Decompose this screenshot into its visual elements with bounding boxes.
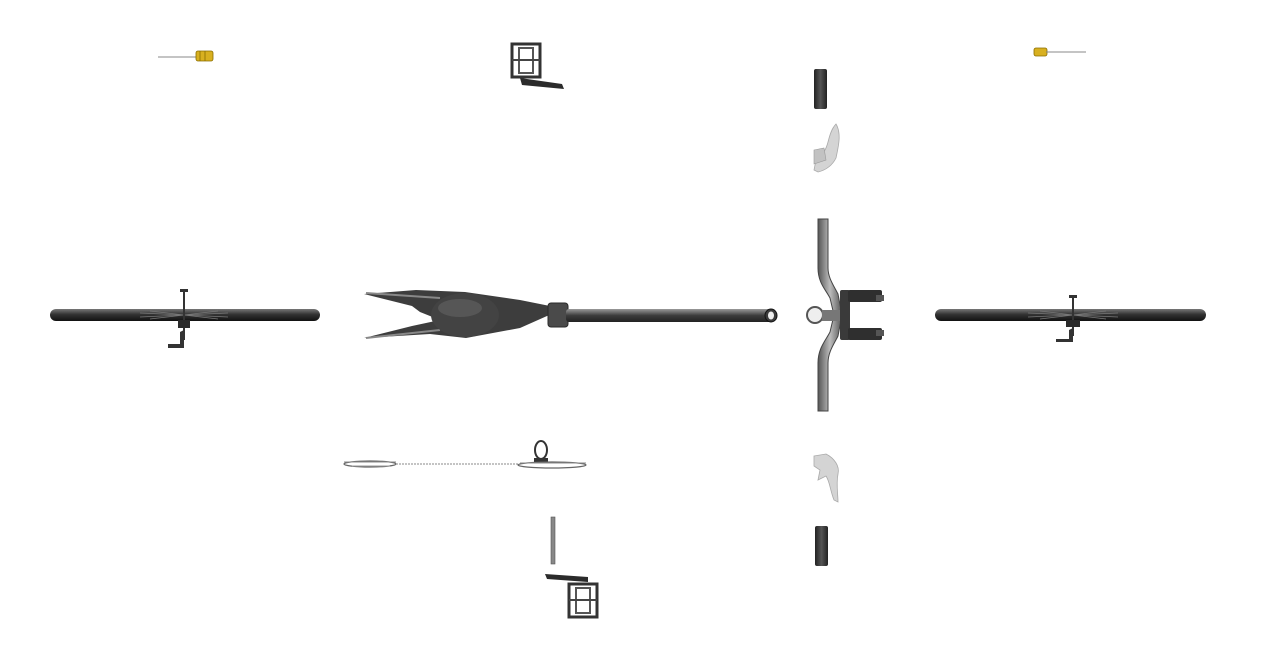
grip-left [814,69,827,109]
seatpost [550,516,556,565]
valve-rear [1033,47,1086,57]
handlebar [806,218,884,412]
frame [364,290,778,339]
chain [343,440,587,469]
rear-wheel [935,295,1206,342]
brake-lever-left [813,123,840,173]
pedal-right [545,574,599,619]
brake-lever-right [813,453,839,503]
valve-front [158,50,214,62]
grip-right [815,526,828,566]
front-wheel [50,289,320,348]
pedal-left [510,42,564,89]
